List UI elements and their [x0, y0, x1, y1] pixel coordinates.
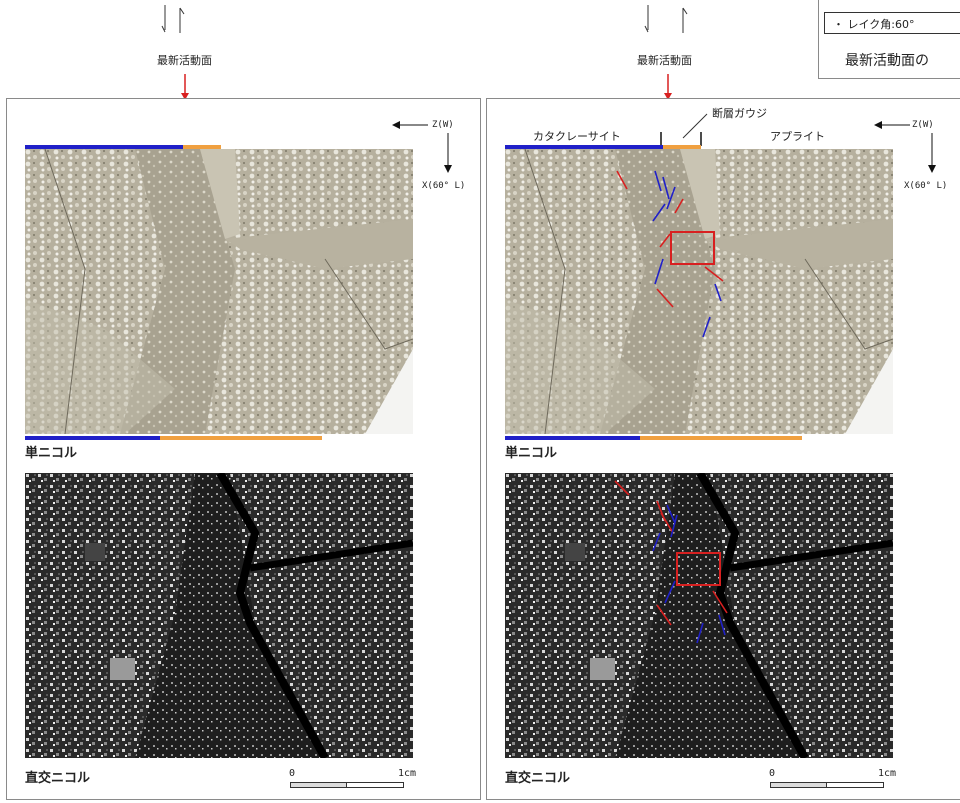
left-ppl-micrograph: [25, 149, 413, 434]
right-sense-arrows: [644, 5, 688, 100]
left-z-label: Z(W): [432, 120, 454, 130]
rake-angle-text: ・ レイク角:60°: [833, 18, 915, 31]
right-scale-one: 1cm: [878, 768, 897, 779]
right-bottom-blue-bar: [505, 436, 640, 440]
right-xpl-label: 直交ニコル: [505, 771, 571, 786]
right-ppl-micrograph: [505, 149, 893, 434]
left-scale-zero: 0: [289, 768, 296, 779]
xpl-highlight-box: [676, 552, 721, 586]
left-bottom-blue-bar: [25, 436, 160, 440]
xpl-shear-markers: [614, 480, 728, 644]
left-bottom-orange-bar: [160, 436, 322, 440]
left-top-blue-bar: [25, 145, 183, 149]
rake-caption: 最新活動面の: [845, 53, 929, 69]
right-xpl-micrograph: [505, 473, 893, 758]
right-x-label: X(60° L): [904, 181, 948, 191]
left-ppl-label: 単ニコル: [25, 446, 78, 461]
ppl-shear-markers: [616, 170, 724, 338]
right-top-orange-bar: [663, 145, 701, 149]
left-xpl-micrograph: [25, 473, 413, 758]
left-axis-glyph: [392, 121, 452, 173]
rake-note-box: ・ レイク角:60° 最新活動面の: [818, 0, 960, 79]
left-latest-plane-label: 最新活動面: [157, 54, 212, 67]
left-x-label: X(60° L): [422, 181, 466, 191]
right-ppl-label: 単ニコル: [505, 446, 558, 461]
right-bottom-orange-bar: [640, 436, 802, 440]
right-scale-zero: 0: [769, 768, 776, 779]
left-xpl-label: 直交ニコル: [25, 771, 91, 786]
right-top-blue-bar: [505, 145, 663, 149]
right-axis-glyph: [874, 121, 936, 173]
gouge-label: 断層ガウジ: [712, 107, 767, 120]
right-z-label: Z(W): [912, 120, 934, 130]
ppl-highlight-box: [670, 231, 715, 265]
left-scale-bar: [290, 782, 404, 788]
left-scale-one: 1cm: [398, 768, 417, 779]
cataclasite-label: カタクレーサイト: [533, 130, 621, 143]
left-top-orange-bar: [183, 145, 221, 149]
left-sense-arrows: [161, 5, 189, 100]
right-latest-plane-label: 最新活動面: [637, 54, 692, 67]
gouge-leader: [660, 113, 708, 146]
rake-inner-box: [824, 12, 960, 34]
aplite-label: アプライト: [770, 130, 825, 143]
right-scale-bar: [770, 782, 884, 788]
